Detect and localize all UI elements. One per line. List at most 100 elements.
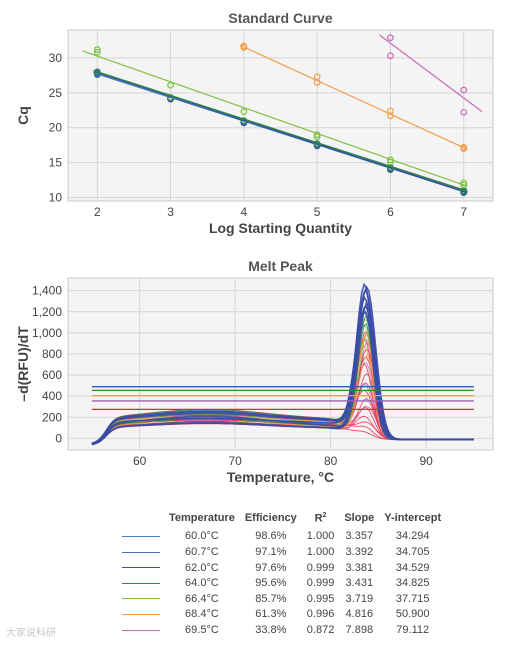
r-squared-cell: 0.999 xyxy=(306,561,335,574)
header-r-squared: R2 xyxy=(314,512,327,525)
header-efficiency: Efficiency xyxy=(244,512,297,525)
legend-swatch-line xyxy=(122,567,160,569)
r-squared-cell: 0.995 xyxy=(306,592,335,605)
data-point xyxy=(387,164,394,172)
legend-row: 60.0°C 98.6% 1.000 3.357 34.294 xyxy=(118,529,446,545)
slope-cell: 3.431 xyxy=(345,577,374,590)
y-axis-label: Cq xyxy=(15,106,31,125)
series-66.4°C xyxy=(82,46,468,189)
legend-table: Temperature Efficiency R2 Slope Y-interc… xyxy=(118,512,446,638)
slope-cell: 3.357 xyxy=(345,530,374,543)
chart-title: Standard Curve xyxy=(228,10,332,26)
y-tick-label: 800 xyxy=(42,347,62,361)
y-intercept-cell: 34.825 xyxy=(395,577,430,590)
data-point xyxy=(313,141,321,148)
watermark-text: 大家说科研 xyxy=(6,628,56,639)
legend-swatch-cell xyxy=(118,529,164,545)
data-point xyxy=(387,112,394,120)
series-68.4°C xyxy=(239,42,468,153)
fit-line xyxy=(93,70,468,194)
x-axis-label: Log Starting Quantity xyxy=(209,220,352,236)
data-point xyxy=(313,131,321,139)
y-axis-label: –d(RFU)/dT xyxy=(15,326,31,402)
slope-cell: 4.816 xyxy=(345,608,374,621)
legend-row: 60.7°C 97.1% 1.000 3.392 34.705 xyxy=(118,544,446,560)
x-tick-label: 70 xyxy=(228,454,242,468)
x-tick-label: 5 xyxy=(314,205,321,219)
legend-swatch-line xyxy=(122,598,160,600)
header-temperature: Temperature xyxy=(169,512,235,525)
efficiency-cell: 61.3% xyxy=(255,608,287,621)
legend-header-row: Temperature Efficiency R2 Slope Y-interc… xyxy=(118,512,446,529)
series-69.5°C xyxy=(379,34,483,116)
temperature-cell: 64.0°C xyxy=(185,577,219,590)
data-point xyxy=(387,156,394,164)
temperature-cell: 69.5°C xyxy=(185,624,219,637)
legend-row: 66.4°C 85.7% 0.995 3.719 37.715 xyxy=(118,591,446,607)
data-point xyxy=(167,81,174,89)
temperature-cell: 62.0°C xyxy=(185,561,219,574)
data-point xyxy=(460,181,468,189)
r-squared-cell: 1.000 xyxy=(306,546,335,559)
efficiency-cell: 85.7% xyxy=(255,592,287,605)
temperature-cell: 60.0°C xyxy=(185,530,219,543)
y-tick-label: 20 xyxy=(49,121,63,135)
slope-cell: 7.898 xyxy=(345,624,374,637)
data-point xyxy=(387,52,394,60)
legend-body: 60.0°C 98.6% 1.000 3.357 34.294 60.7°C 97.1% 1.… xyxy=(118,529,446,638)
melt-peak-chart: 60 70 80 90 0 200 400 600 800 1,000 1,200 1,400 Melt… xyxy=(15,258,494,485)
y-tick-label: 30 xyxy=(49,51,63,65)
temperature-cell: 66.4°C xyxy=(185,592,219,605)
y-tick-label: 400 xyxy=(42,389,62,403)
data-point xyxy=(313,73,321,81)
r-squared-cell: 1.000 xyxy=(306,530,335,543)
header-slope: Slope xyxy=(344,512,375,525)
data-point xyxy=(240,117,248,125)
header-y-intercept: Y-intercept xyxy=(384,512,442,525)
legend-swatch-cell xyxy=(118,575,164,591)
y-intercept-cell: 34.705 xyxy=(395,546,430,559)
x-tick-label: 80 xyxy=(324,454,338,468)
fit-line xyxy=(82,50,468,187)
y-tick-label: 200 xyxy=(42,410,62,424)
x-tick-label: 90 xyxy=(419,454,433,468)
data-point xyxy=(460,179,468,187)
r-squared-cell: 0.999 xyxy=(306,577,335,590)
slope-cell: 3.392 xyxy=(345,546,374,559)
data-point xyxy=(460,143,468,151)
melt-curves xyxy=(91,282,474,446)
fit-line xyxy=(379,34,483,113)
x-tick-label: 6 xyxy=(387,205,394,219)
legend-swatch-cell xyxy=(118,544,164,560)
data-point xyxy=(460,108,468,116)
y-tick-label: 10 xyxy=(49,191,63,205)
x-tick-label: 3 xyxy=(167,205,174,219)
y-tick-label: 600 xyxy=(42,368,62,382)
chart-title: Melt Peak xyxy=(248,258,313,274)
legend-row: 62.0°C 97.6% 0.999 3.381 34.529 xyxy=(118,560,446,576)
legend-swatch-line xyxy=(122,629,160,631)
y-intercept-cell: 34.529 xyxy=(395,561,430,574)
efficiency-cell: 33.8% xyxy=(255,624,287,637)
x-axis-label: Temperature, °C xyxy=(227,469,334,485)
efficiency-cell: 97.6% xyxy=(255,561,287,574)
legend-swatch-line xyxy=(122,535,160,537)
y-tick-label: 0 xyxy=(55,431,62,445)
legend-row: 68.4°C 61.3% 0.996 4.816 50.900 xyxy=(118,607,446,623)
fit-line xyxy=(239,44,468,150)
efficiency-cell: 98.6% xyxy=(255,530,287,543)
y-tick-label: 15 xyxy=(49,156,63,170)
temperature-cell: 68.4°C xyxy=(185,608,219,621)
y-intercept-cell: 79.112 xyxy=(396,624,430,637)
temperature-cell: 60.7°C xyxy=(185,546,219,559)
legend-swatch-cell xyxy=(118,607,164,623)
x-tick-label: 7 xyxy=(460,205,467,219)
efficiency-cell: 97.1% xyxy=(255,546,287,559)
plot-area xyxy=(67,29,494,202)
data-point xyxy=(313,133,321,141)
slope-cell: 3.719 xyxy=(345,592,374,605)
series-64.0°C xyxy=(93,69,468,195)
r-squared-cell: 0.872 xyxy=(306,624,335,637)
legend-swatch-cell xyxy=(118,622,164,638)
